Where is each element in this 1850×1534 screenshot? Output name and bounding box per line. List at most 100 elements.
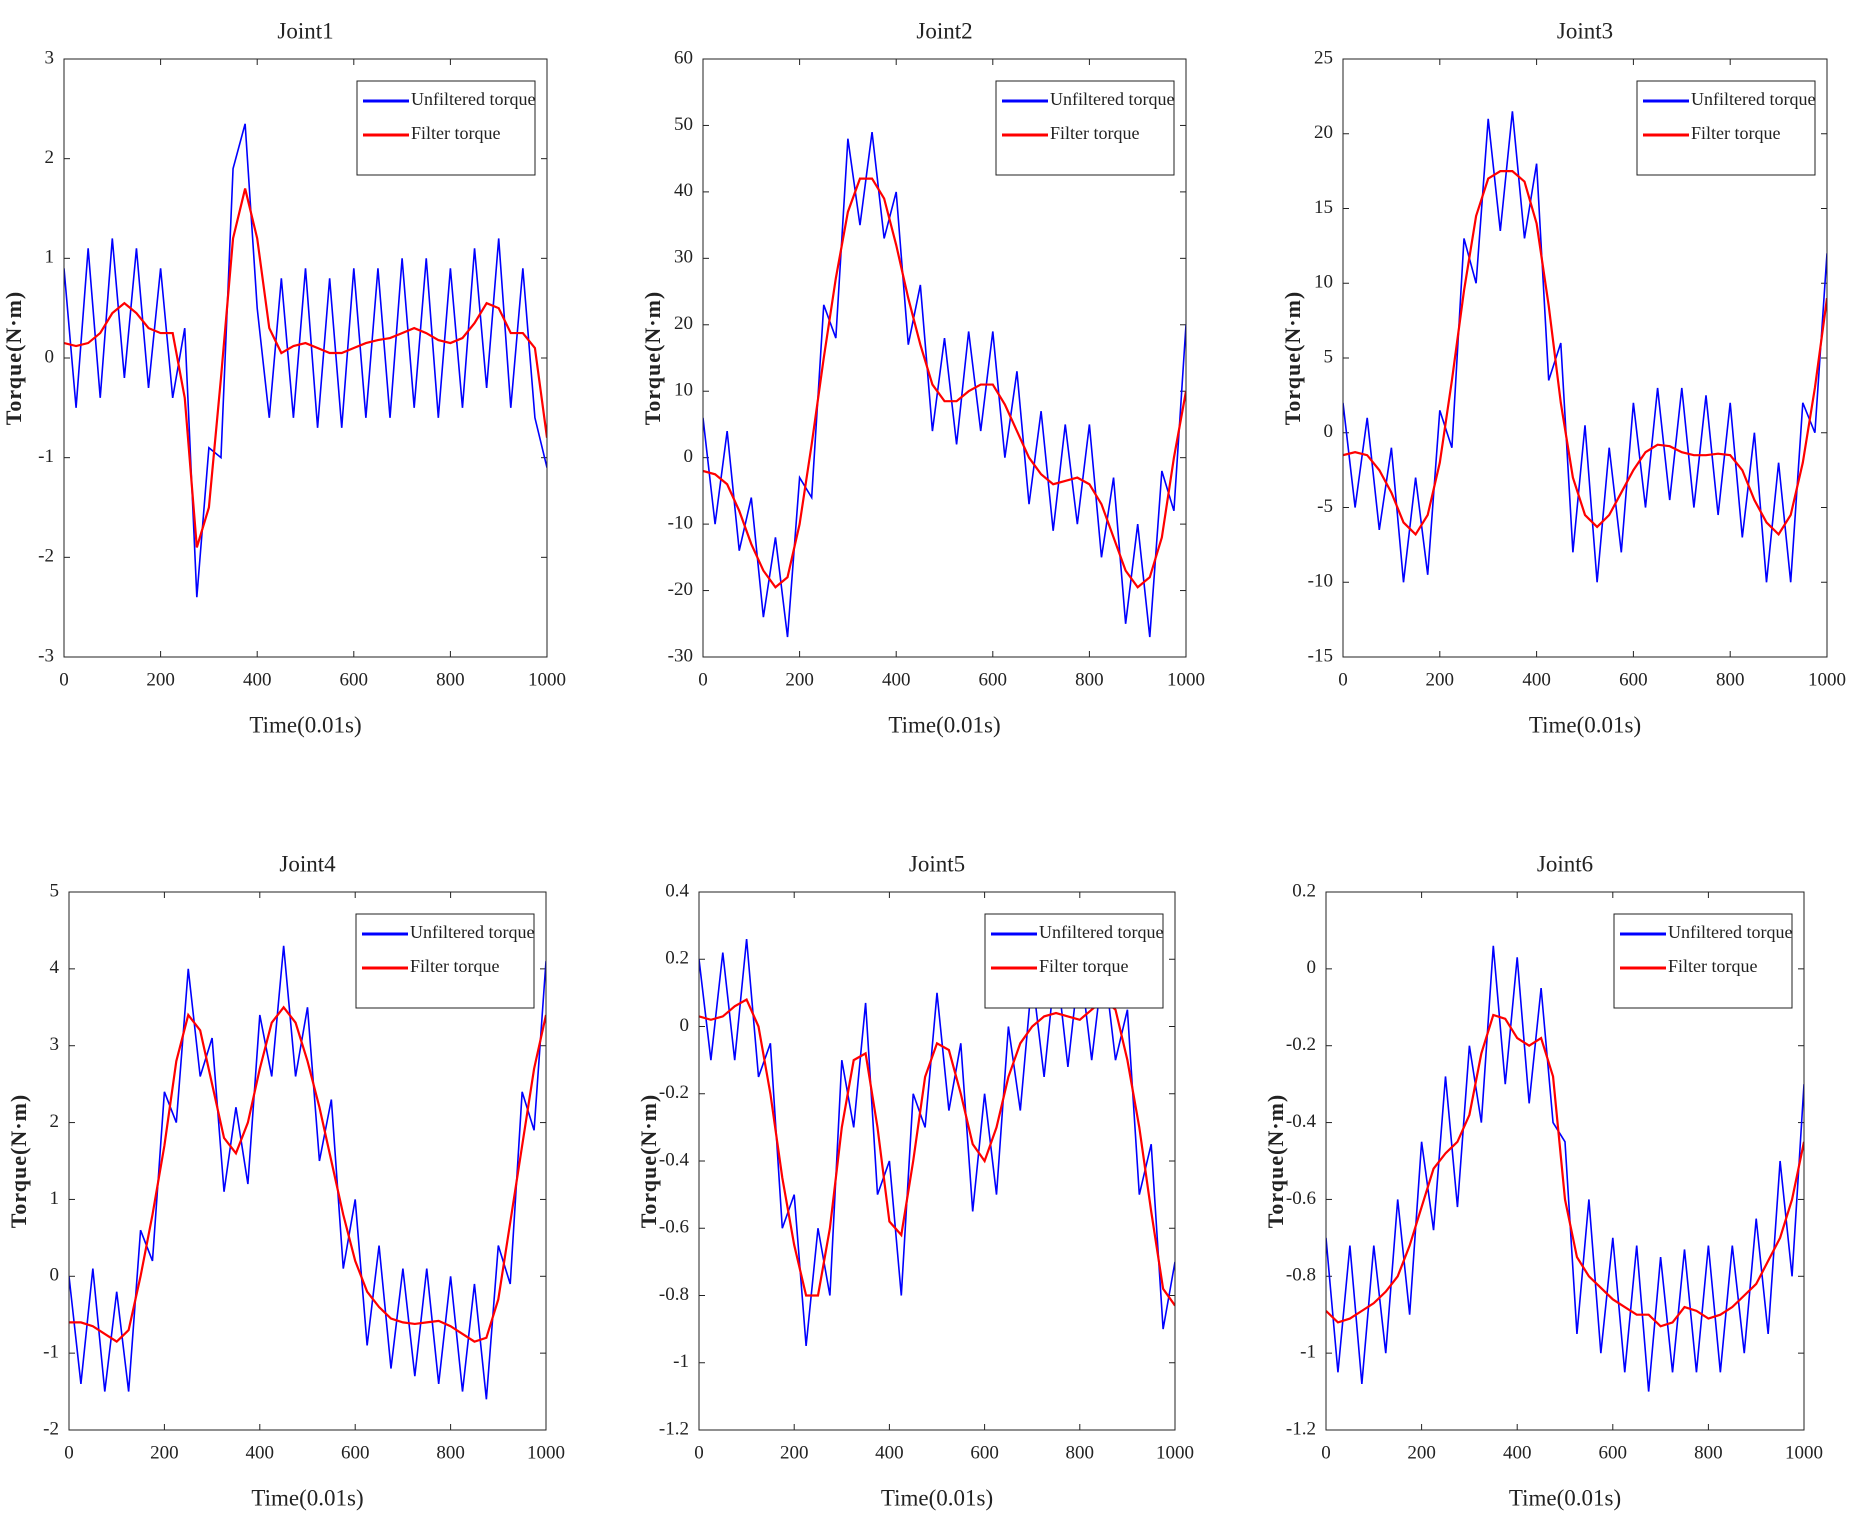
legend-label: Unfiltered torque bbox=[1039, 922, 1163, 942]
legend-label: Unfiltered torque bbox=[1691, 89, 1815, 109]
series-line bbox=[1326, 1013, 1804, 1328]
y-tick-label: 40 bbox=[674, 180, 693, 201]
x-tick-label: 400 bbox=[246, 1442, 275, 1463]
legend-box bbox=[995, 80, 1175, 176]
legend-label: Unfiltered torque bbox=[1668, 922, 1792, 942]
subplot: 0 200 400 600 800 1000 -3 -2 -1 0 1 2 3 Joint1 Time(0.… bbox=[1, 18, 566, 737]
legend-box bbox=[356, 80, 536, 176]
y-tick-label: 20 bbox=[674, 313, 693, 334]
chart-title: Joint1 bbox=[277, 18, 333, 43]
y-tick-label: 5 bbox=[50, 880, 60, 901]
y-tick-label: -10 bbox=[668, 512, 693, 533]
x-tick-label: 200 bbox=[146, 669, 175, 690]
subplot: 0 200 400 600 800 1000 -30 -20 -10 0 10 20 30 40 50 60 J… bbox=[640, 18, 1205, 737]
series-line bbox=[64, 188, 547, 548]
y-axis-label: Torque(N·m) bbox=[1263, 1094, 1288, 1228]
x-tick-label: 600 bbox=[340, 669, 369, 690]
x-tick-label: 400 bbox=[243, 669, 272, 690]
y-tick-label: -2 bbox=[38, 546, 54, 567]
x-tick-label: 0 bbox=[64, 1442, 74, 1463]
y-tick-label: 10 bbox=[1314, 272, 1333, 293]
y-tick-label: -5 bbox=[1317, 496, 1333, 517]
subplot: 0 200 400 600 800 1000 -1.2 -1 -0.8 -0.6 -0.4 -0.2 0… bbox=[1263, 851, 1823, 1510]
legend-box bbox=[355, 913, 535, 1009]
legend-label: Unfiltered torque bbox=[411, 89, 535, 109]
x-tick-label: 0 bbox=[1321, 1442, 1331, 1463]
y-axis-label: Torque(N·m) bbox=[6, 1094, 31, 1228]
series-line bbox=[699, 939, 1175, 1347]
x-axis-label: Time(0.01s) bbox=[881, 1485, 993, 1510]
y-tick-label: 60 bbox=[674, 47, 693, 68]
x-tick-label: 400 bbox=[1522, 669, 1551, 690]
subplot: 0 200 400 600 800 1000 -2 -1 0 1 2 3 4 5 Joint4 Time(0.… bbox=[6, 851, 565, 1510]
y-tick-label: 4 bbox=[50, 957, 60, 978]
x-tick-label: 800 bbox=[436, 669, 465, 690]
y-tick-label: -1.2 bbox=[659, 1418, 689, 1439]
x-tick-label: 600 bbox=[1599, 1442, 1628, 1463]
legend-label: Unfiltered torque bbox=[410, 922, 534, 942]
x-tick-label: 800 bbox=[436, 1442, 465, 1463]
y-tick-label: 3 bbox=[50, 1034, 60, 1055]
chart-title: Joint6 bbox=[1537, 851, 1593, 876]
y-tick-label: 1 bbox=[50, 1188, 60, 1209]
x-tick-label: 800 bbox=[1716, 669, 1745, 690]
y-tick-label: 2 bbox=[45, 147, 55, 168]
legend-label: Unfiltered torque bbox=[1050, 89, 1174, 109]
x-tick-label: 600 bbox=[1619, 669, 1648, 690]
legend-label: Filter torque bbox=[1050, 123, 1139, 143]
y-tick-label: -0.8 bbox=[659, 1284, 689, 1305]
axes-frame bbox=[63, 58, 548, 658]
y-tick-label: 0 bbox=[1307, 957, 1317, 978]
x-axis-label: Time(0.01s) bbox=[1529, 712, 1641, 737]
x-tick-label: 1000 bbox=[527, 1442, 565, 1463]
y-tick-label: -0.6 bbox=[659, 1217, 689, 1238]
x-axis-label: Time(0.01s) bbox=[1509, 1485, 1621, 1510]
y-tick-label: -0.4 bbox=[1286, 1111, 1317, 1132]
y-tick-label: 2 bbox=[50, 1111, 60, 1132]
axes-frame bbox=[1325, 891, 1805, 1431]
x-tick-label: 0 bbox=[59, 669, 69, 690]
x-tick-label: 400 bbox=[875, 1442, 904, 1463]
y-tick-label: -15 bbox=[1308, 645, 1333, 666]
y-tick-label: -2 bbox=[43, 1418, 59, 1439]
axes-frame bbox=[702, 58, 1187, 658]
y-axis-label: Torque(N·m) bbox=[636, 1094, 661, 1228]
x-tick-label: 1000 bbox=[1156, 1442, 1194, 1463]
series-line bbox=[1326, 945, 1804, 1392]
x-tick-label: 0 bbox=[694, 1442, 704, 1463]
x-tick-label: 400 bbox=[1503, 1442, 1532, 1463]
y-tick-label: 1 bbox=[45, 247, 55, 268]
y-axis-label: Torque(N·m) bbox=[1280, 291, 1305, 425]
x-tick-label: 600 bbox=[341, 1442, 370, 1463]
x-axis-label: Time(0.01s) bbox=[888, 712, 1000, 737]
y-tick-label: 20 bbox=[1314, 122, 1333, 143]
y-tick-label: 0.2 bbox=[665, 948, 689, 969]
x-tick-label: 1000 bbox=[1808, 669, 1846, 690]
axes-frame bbox=[1342, 58, 1828, 658]
x-tick-label: 200 bbox=[780, 1442, 809, 1463]
legend-box bbox=[984, 913, 1164, 1009]
x-tick-label: 200 bbox=[1426, 669, 1455, 690]
y-tick-label: 10 bbox=[674, 380, 693, 401]
y-tick-label: 15 bbox=[1314, 197, 1333, 218]
axes-frame bbox=[68, 891, 547, 1431]
y-tick-label: -1 bbox=[38, 446, 54, 467]
y-tick-label: 3 bbox=[45, 47, 55, 68]
subplot: 0 200 400 600 800 1000 -15 -10 -5 0 5 10 15 20 25 Joint… bbox=[1280, 18, 1846, 737]
y-tick-label: 25 bbox=[1314, 47, 1333, 68]
y-tick-label: -3 bbox=[38, 645, 54, 666]
y-tick-label: -1 bbox=[1300, 1342, 1316, 1363]
y-tick-label: 0 bbox=[45, 346, 55, 367]
y-axis-label: Torque(N·m) bbox=[1, 291, 26, 425]
y-tick-label: 30 bbox=[674, 247, 693, 268]
series-line bbox=[1343, 111, 1827, 583]
x-tick-label: 800 bbox=[1066, 1442, 1095, 1463]
y-tick-label: -0.2 bbox=[1286, 1034, 1316, 1055]
legend-label: Filter torque bbox=[1668, 956, 1757, 976]
chart-title: Joint3 bbox=[1557, 18, 1613, 43]
y-tick-label: -30 bbox=[668, 645, 693, 666]
x-tick-label: 1000 bbox=[1167, 669, 1205, 690]
legend-label: Filter torque bbox=[410, 956, 499, 976]
x-tick-label: 600 bbox=[970, 1442, 999, 1463]
